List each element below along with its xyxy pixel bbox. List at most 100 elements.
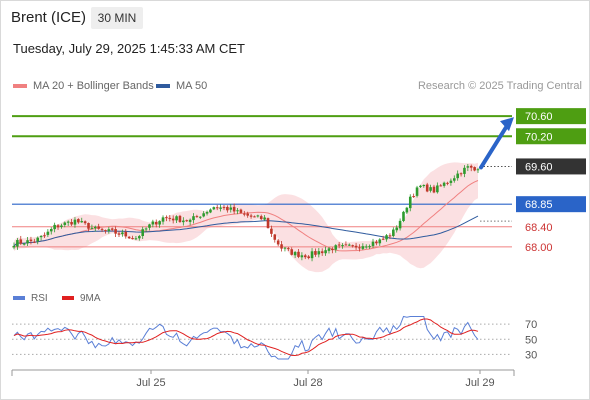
target2-tag xyxy=(516,108,586,125)
candle-body xyxy=(114,229,117,234)
candle-body xyxy=(446,182,449,184)
legend-rsi-ma: 9MA xyxy=(62,293,101,304)
candle-body xyxy=(402,211,405,221)
candle-body xyxy=(12,245,16,248)
candle-body xyxy=(53,224,56,230)
candle-body xyxy=(385,235,388,240)
candle-body xyxy=(144,228,148,230)
rsi-level-label-50: 50 xyxy=(525,334,537,346)
candle-body xyxy=(412,196,415,198)
candle-body xyxy=(283,247,287,249)
candle-body xyxy=(432,186,436,193)
candle-body xyxy=(110,228,114,230)
candle-body xyxy=(219,207,222,209)
forecast-arrowhead xyxy=(500,117,514,132)
candle-body xyxy=(151,221,155,225)
ma20-line xyxy=(13,180,479,252)
candle-body xyxy=(456,173,459,179)
pivot-tag xyxy=(516,196,586,213)
candle-body xyxy=(36,237,40,242)
candle-body xyxy=(405,207,409,213)
rsi-ma-swatch xyxy=(62,296,74,301)
candle-body xyxy=(236,210,239,212)
forecast-arrow xyxy=(479,122,510,170)
candle-body xyxy=(131,238,134,240)
candle-body xyxy=(226,207,229,211)
candle-body xyxy=(439,185,443,187)
candle-body xyxy=(324,250,327,254)
candle-body xyxy=(178,215,182,222)
candle-body xyxy=(253,216,256,218)
candle-body xyxy=(148,224,151,228)
candle-body xyxy=(188,219,192,222)
candle-body xyxy=(168,217,172,219)
candle-body xyxy=(39,236,43,238)
candle-body xyxy=(375,241,378,244)
candle-body xyxy=(415,187,419,196)
candle-body xyxy=(364,246,368,248)
candle-body xyxy=(317,251,321,255)
candle-body xyxy=(22,243,26,245)
candle-body xyxy=(205,212,209,214)
candle-body xyxy=(347,244,351,246)
candle-body xyxy=(337,244,341,246)
candle-body xyxy=(327,248,331,251)
candle-body xyxy=(310,251,314,259)
candle-body xyxy=(87,223,90,229)
candle-body xyxy=(256,215,260,217)
legend-rsi: RSI xyxy=(13,293,48,304)
candle-body xyxy=(49,229,53,232)
candle-body xyxy=(198,216,202,218)
candle-body xyxy=(341,245,344,247)
candle-body xyxy=(154,221,158,225)
candle-body xyxy=(141,229,145,237)
candle-body xyxy=(476,169,480,171)
candle-body xyxy=(449,180,453,183)
ma20-legend-label: MA 20 + Bollinger Bands xyxy=(33,80,154,92)
candle-body xyxy=(287,248,290,250)
candle-body xyxy=(77,219,80,223)
candle-body xyxy=(314,251,317,255)
candle-body xyxy=(222,207,226,209)
chart-header: Brent (ICE) 30 MIN xyxy=(0,0,590,36)
candle-body xyxy=(182,220,185,223)
candle-body xyxy=(195,216,199,218)
candle-body xyxy=(80,221,84,223)
candle-body xyxy=(134,238,138,240)
candle-body xyxy=(358,247,361,249)
candle-body xyxy=(425,184,429,192)
ma50-swatch xyxy=(156,84,170,89)
candle-body xyxy=(202,213,205,217)
candle-body xyxy=(392,229,395,236)
timeframe-button[interactable]: 30 MIN xyxy=(91,7,143,29)
candle-body xyxy=(60,225,63,228)
candle-body xyxy=(104,230,107,232)
candle-body xyxy=(107,229,111,231)
candle-body xyxy=(307,256,310,259)
pivot-label: 68.85 xyxy=(525,199,553,211)
candle-body xyxy=(185,220,189,222)
candle-body xyxy=(429,187,432,191)
candle-body xyxy=(395,227,399,231)
candle-body xyxy=(73,219,77,225)
chart-datetime: Tuesday, July 29, 2025 1:45:33 AM CET xyxy=(13,41,245,56)
candle-body xyxy=(293,252,297,256)
last-price-tag xyxy=(516,158,586,175)
legend-ma50: MA 50 xyxy=(156,80,207,92)
ma50-line xyxy=(13,215,479,247)
candle-body xyxy=(280,244,283,249)
rsi-level-label-30: 30 xyxy=(525,349,537,361)
candle-body xyxy=(473,167,476,171)
candle-body xyxy=(138,236,141,239)
candle-body xyxy=(273,234,277,240)
credit-text: Research © 2025 Trading Central xyxy=(417,80,582,92)
rsi-legend-label: RSI xyxy=(31,293,48,304)
candle-body xyxy=(408,196,412,209)
candle-body xyxy=(127,236,131,239)
candle-body xyxy=(46,231,50,235)
candle-body xyxy=(66,221,70,223)
candle-body xyxy=(344,244,348,246)
rsi-ma-legend-label: 9MA xyxy=(80,293,101,304)
candle-body xyxy=(232,206,236,212)
candle-body xyxy=(354,245,358,248)
